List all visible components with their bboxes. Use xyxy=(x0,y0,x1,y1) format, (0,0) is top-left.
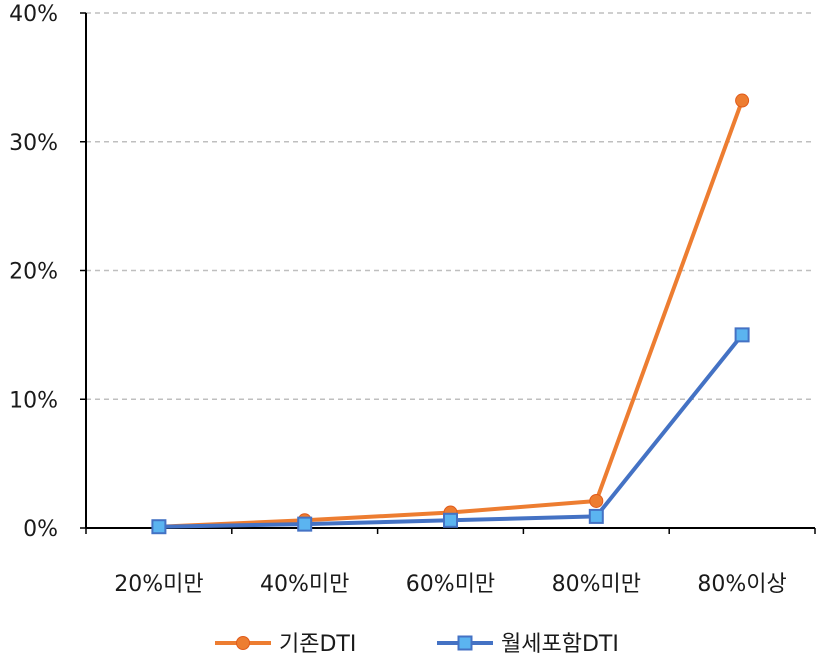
data-point xyxy=(297,516,313,532)
x-axis-tick-labels: 20%미만 40%미만 60%미만 80%미만 80%이상 xyxy=(114,572,787,597)
y-tick-label: 40% xyxy=(9,2,58,27)
gridlines xyxy=(80,12,815,529)
x-tick-label: 80%이상 xyxy=(697,572,786,597)
y-axis-tick-labels: 0% 10% 20% 30% 40% xyxy=(9,2,58,542)
data-point xyxy=(735,93,750,108)
legend-marker xyxy=(236,636,250,650)
x-tick-label: 80%미만 xyxy=(552,572,641,597)
legend: 기존DTI 월세포함DTI xyxy=(215,632,619,657)
x-tick-label: 40%미만 xyxy=(260,572,349,597)
y-tick-label: 0% xyxy=(23,517,58,542)
data-point xyxy=(589,493,604,508)
y-tick-label: 10% xyxy=(9,388,58,413)
series-line-1 xyxy=(158,333,744,529)
data-point xyxy=(151,519,167,535)
series-lines xyxy=(151,93,750,535)
data-point xyxy=(443,512,458,528)
legend-marker xyxy=(457,635,473,651)
x-tick-label: 20%미만 xyxy=(114,572,203,597)
legend-label: 기존DTI xyxy=(279,632,356,657)
series-line-0 xyxy=(158,99,744,529)
y-tick-label: 20% xyxy=(9,260,58,285)
data-point xyxy=(588,508,604,524)
x-tick-label: 60%미만 xyxy=(406,572,495,597)
data-point xyxy=(734,327,750,343)
axes xyxy=(85,13,816,534)
legend-label: 월세포함DTI xyxy=(501,632,619,657)
y-tick-label: 30% xyxy=(9,131,58,156)
